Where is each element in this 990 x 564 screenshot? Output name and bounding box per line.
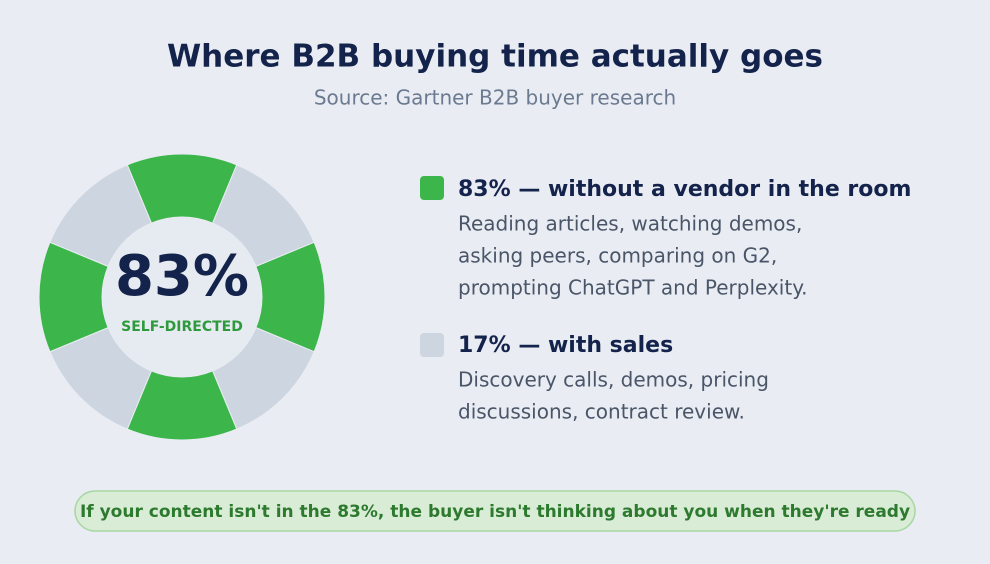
legend-swatch — [420, 176, 444, 200]
footer-pill — [74, 490, 916, 532]
title: Where B2B buying time actually goes — [167, 39, 823, 75]
legend-description: Discovery calls, demos, pricing — [458, 368, 769, 392]
legend-description: discussions, contract review. — [458, 400, 745, 424]
legend-swatch — [420, 333, 444, 357]
subtitle: Source: Gartner B2B buyer research — [314, 86, 676, 110]
center-label: SELF-DIRECTED — [121, 319, 243, 335]
legend-heading: 83% — without a vendor in the room — [458, 177, 911, 202]
legend-heading: 17% — with sales — [458, 333, 673, 358]
footer-text: If your content isn't in the 83%, the bu… — [80, 502, 910, 522]
center-value: 83% — [115, 244, 249, 309]
legend-description: Reading articles, watching demos, — [458, 212, 802, 236]
legend-description: prompting ChatGPT and Perplexity. — [458, 276, 808, 300]
ring-center — [102, 217, 262, 377]
ring — [38, 153, 326, 441]
legend-description: asking peers, comparing on G2, — [458, 244, 777, 268]
